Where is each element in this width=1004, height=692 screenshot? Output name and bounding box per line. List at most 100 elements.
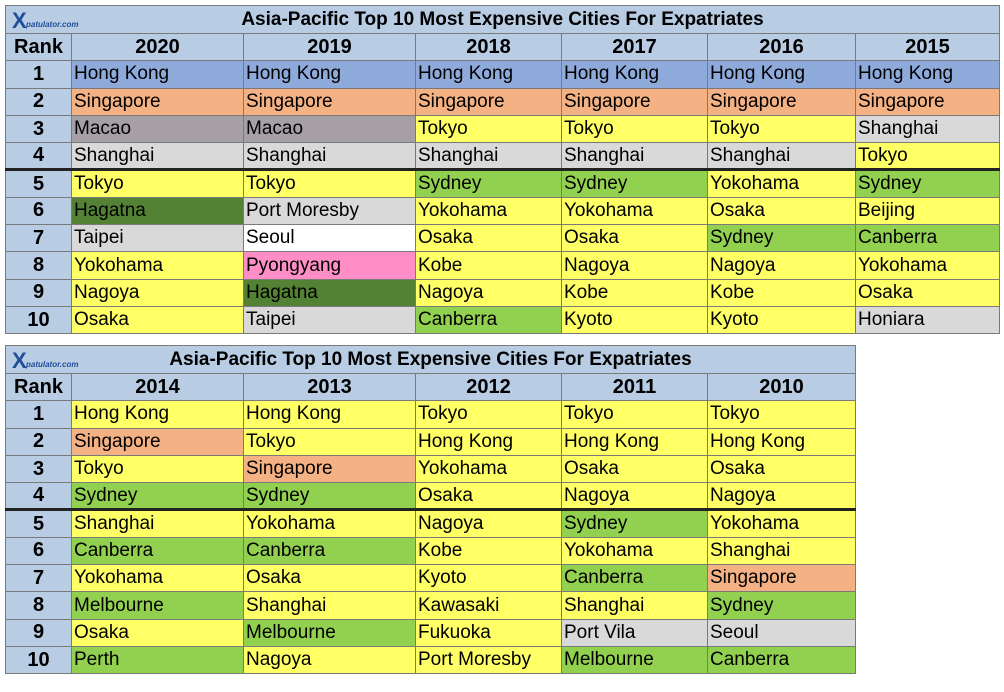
city-cell: Hong Kong — [855, 60, 1000, 89]
table-row: 5 Shanghai Yokohama Nagoya Sydney Yokohama — [5, 508, 856, 538]
city-cell: Melbourne — [243, 618, 416, 647]
city-cell: Nagoya — [415, 508, 562, 538]
city-cell: Melbourne — [561, 645, 708, 675]
table-row: 6 Hagatna Port Moresby Yokohama Yokohama Osak… — [5, 196, 1000, 226]
rank-header: Rank — [5, 32, 72, 62]
city-cell: Shanghai — [561, 591, 708, 620]
city-cell: Osaka — [415, 224, 562, 253]
city-cell: Hong Kong — [243, 60, 416, 89]
city-cell: Nagoya — [707, 251, 856, 280]
city-cell: Tokyo — [415, 400, 562, 429]
year-header: 2014 — [71, 372, 244, 402]
city-cell: Tokyo — [561, 114, 708, 144]
city-cell: Fukuoka — [415, 618, 562, 647]
city-cell: Beijing — [855, 196, 1000, 226]
city-cell: Yokohama — [243, 508, 416, 538]
year-header: 2020 — [71, 32, 244, 62]
table-row: 3 Macao Macao Tokyo Tokyo Tokyo Shanghai — [5, 114, 1000, 144]
table-row: 9 Osaka Melbourne Fukuoka Port Vila Seoul — [5, 618, 856, 647]
city-cell: Tokyo — [707, 400, 856, 429]
city-cell: Hong Kong — [415, 60, 562, 89]
rank-cell: 7 — [5, 224, 72, 253]
city-cell: Yokohama — [707, 508, 856, 538]
city-cell: Hong Kong — [71, 60, 244, 89]
city-cell: Taipei — [71, 224, 244, 253]
rank-cell: 4 — [5, 142, 72, 171]
ranking-table-2015-2020: X patulator.com Asia-Pacific Top 10 Most… — [5, 5, 1000, 335]
city-cell: Singapore — [243, 87, 416, 116]
rank-cell: 7 — [5, 564, 72, 593]
ranking-table-2010-2014: X patulator.com Asia-Pacific Top 10 Most… — [5, 345, 856, 675]
city-cell: Osaka — [71, 618, 244, 647]
city-cell: Osaka — [707, 196, 856, 226]
table-row: 8 Melbourne Shanghai Kawasaki Shanghai Sydney — [5, 591, 856, 620]
city-cell: Osaka — [855, 278, 1000, 307]
rank-cell: 1 — [5, 60, 72, 89]
city-cell: Singapore — [415, 87, 562, 116]
year-header: 2013 — [243, 372, 416, 402]
city-cell: Tokyo — [707, 114, 856, 144]
city-cell: Macao — [243, 114, 416, 144]
city-cell: Tokyo — [243, 427, 416, 456]
city-cell: Yokohama — [71, 251, 244, 280]
header-row: Rank 2020 2019 2018 2017 2016 2015 — [5, 32, 1000, 62]
rank-cell: 9 — [5, 278, 72, 307]
table-row: 6 Canberra Canberra Kobe Yokohama Shanghai — [5, 536, 856, 566]
rank-cell: 3 — [5, 454, 72, 484]
rank-cell: 2 — [5, 427, 72, 456]
year-header: 2017 — [561, 32, 708, 62]
city-cell: Yokohama — [855, 251, 1000, 280]
city-cell: Shanghai — [243, 591, 416, 620]
year-header: 2015 — [855, 32, 1000, 62]
logo-text: patulator.com — [25, 360, 78, 369]
city-cell: Hong Kong — [71, 400, 244, 429]
city-cell: Yokohama — [415, 454, 562, 484]
rank-cell: 8 — [5, 251, 72, 280]
city-cell: Seoul — [707, 618, 856, 647]
city-cell: Yokohama — [71, 564, 244, 593]
city-cell: Sydney — [707, 224, 856, 253]
city-cell: Canberra — [71, 536, 244, 566]
city-cell: Nagoya — [707, 482, 856, 511]
table-row: 5 Tokyo Tokyo Sydney Sydney Yokohama Sydney — [5, 168, 1000, 198]
city-cell: Yokohama — [707, 168, 856, 198]
city-cell: Hong Kong — [415, 427, 562, 456]
city-cell: Kobe — [707, 278, 856, 307]
city-cell: Port Moresby — [243, 196, 416, 226]
city-cell: Tokyo — [855, 142, 1000, 171]
year-header: 2019 — [243, 32, 416, 62]
city-cell: Kobe — [415, 536, 562, 566]
city-cell: Tokyo — [71, 168, 244, 198]
table-row: 4 Sydney Sydney Osaka Nagoya Nagoya — [5, 482, 856, 511]
city-cell: Sydney — [415, 168, 562, 198]
city-cell: Osaka — [707, 454, 856, 484]
table-row: 1 Hong Kong Hong Kong Hong Kong Hong Kong Hon… — [5, 60, 1000, 89]
city-cell: Sydney — [71, 482, 244, 511]
city-cell: Nagoya — [415, 278, 562, 307]
city-cell: Sydney — [561, 168, 708, 198]
xpatulator-logo: X patulator.com — [12, 348, 78, 372]
city-cell: Hagatna — [71, 196, 244, 226]
city-cell: Sydney — [561, 508, 708, 538]
year-header: 2016 — [707, 32, 856, 62]
city-cell: Canberra — [243, 536, 416, 566]
city-cell: Pyongyang — [243, 251, 416, 280]
logo-text: patulator.com — [25, 20, 78, 29]
city-cell: Kyoto — [415, 564, 562, 593]
rank-cell: 2 — [5, 87, 72, 116]
city-cell: Singapore — [243, 454, 416, 484]
table-row: 9 Nagoya Hagatna Nagoya Kobe Kobe Osaka — [5, 278, 1000, 307]
city-cell: Sydney — [243, 482, 416, 511]
city-cell: Nagoya — [243, 645, 416, 675]
rank-cell: 9 — [5, 618, 72, 647]
city-cell: Singapore — [707, 87, 856, 116]
city-cell: Shanghai — [561, 142, 708, 171]
rank-cell: 3 — [5, 114, 72, 144]
city-cell: Tokyo — [71, 454, 244, 484]
city-cell: Shanghai — [855, 114, 1000, 144]
rank-cell: 8 — [5, 591, 72, 620]
rank-header: Rank — [5, 372, 72, 402]
city-cell: Port Vila — [561, 618, 708, 647]
city-cell: Kyoto — [707, 305, 856, 335]
rank-cell: 10 — [5, 305, 72, 335]
